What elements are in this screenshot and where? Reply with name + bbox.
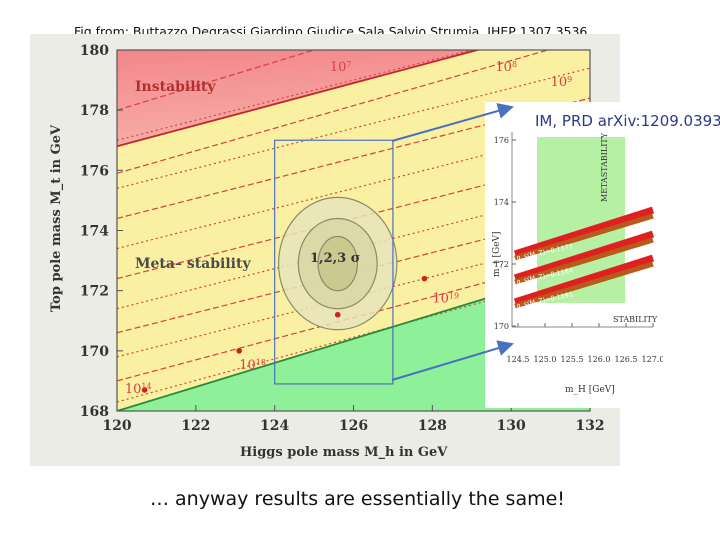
x-tick-label: 130 — [497, 418, 526, 434]
inset-ticks: 124.5 125.0 125.5 126.0 126.5 127.0 176 174 172 1… — [494, 136, 665, 364]
inset-x-tick-label: 127.0 — [642, 355, 663, 364]
scale-line — [117, 50, 551, 174]
inset-y-tick-label: 172 — [494, 260, 509, 269]
region-label-metastability: Meta– stability — [135, 256, 251, 272]
inset-region-metastability: METASTABILITY — [600, 132, 609, 202]
x-tick-label: 126 — [339, 418, 368, 434]
inset-reference-label: IM, PRD arXiv:1209.0393 — [535, 112, 720, 130]
scale-line — [117, 50, 475, 141]
y-tick-label: 178 — [80, 103, 109, 119]
y-tick-label: 174 — [80, 224, 109, 240]
y-tick-label: 168 — [80, 404, 109, 420]
inset-panel: α_s(M_Z)=0.1177 α_s(M_Z)=0.1184 α_s(M_Z)=0… — [485, 102, 665, 408]
x-axis-label: Higgs pole mass M_h in GeV — [240, 445, 448, 460]
sigma-ellipse — [317, 235, 359, 292]
inset-chart: α_s(M_Z)=0.1177α_s(M_Z)=0.1184α_s(M_Z)=0… — [492, 132, 665, 395]
inset-x-tick-label: 125.0 — [534, 355, 557, 364]
inset-bands: α_s(M_Z)=0.1177α_s(M_Z)=0.1184α_s(M_Z)=0… — [513, 206, 655, 310]
scale-point — [421, 275, 428, 282]
inset-region-stability: STABILITY — [613, 315, 658, 324]
inset-band-red — [513, 254, 655, 306]
x-tick-label: 120 — [102, 418, 131, 434]
instability-region — [117, 50, 590, 147]
inset-y-tick-label: 174 — [494, 198, 509, 207]
x-tick-label: 132 — [575, 418, 604, 434]
highlight-points — [141, 275, 428, 393]
inset-x-tick-label: 124.5 — [507, 355, 530, 364]
zoom-box — [274, 139, 394, 385]
x-tick-label: 128 — [418, 418, 447, 434]
scale-label: 107 — [330, 60, 352, 76]
y-axis-label: Top pole mass M_t in GeV — [49, 124, 64, 312]
scale-point — [236, 348, 242, 354]
inset-x-label: m_H [GeV] — [565, 385, 615, 395]
inset-x-tick-label: 126.5 — [615, 355, 638, 364]
scale-point — [141, 387, 148, 393]
x-tick-label: 122 — [181, 418, 210, 434]
inset-y-tick-label: 170 — [494, 322, 509, 331]
inset-band-brown — [514, 261, 654, 309]
sigma-label: 1,2,3 σ — [310, 251, 360, 266]
inset-y-tick-label: 176 — [494, 136, 509, 145]
instability-boundary-line — [117, 50, 481, 148]
inset-x-tick-label: 125.5 — [561, 355, 584, 364]
scale-point — [334, 311, 341, 318]
inset-y-label: m_t [GeV] — [492, 231, 502, 277]
inset-band-brown — [514, 237, 654, 285]
y-tick-label: 172 — [80, 284, 109, 300]
x-tick-label: 124 — [260, 418, 289, 434]
scale-line — [117, 50, 315, 111]
zoom-rectangle — [274, 139, 394, 385]
bottom-remark: … anyway results are essentially the sam… — [150, 488, 565, 510]
inset-band-brown — [514, 213, 654, 261]
y-tick-label: 180 — [80, 43, 109, 59]
inset-band-red — [513, 206, 655, 258]
y-tick-label: 170 — [80, 344, 109, 360]
scale-line — [117, 272, 590, 403]
scale-label: 109 — [551, 75, 573, 91]
inset-x-tick-label: 126.0 — [588, 355, 611, 364]
confidence-ellipses — [278, 196, 398, 331]
scale-line — [117, 67, 590, 189]
scale-label: 108 — [495, 60, 517, 76]
inset-band-red — [513, 230, 655, 282]
y-tick-label: 176 — [80, 163, 109, 179]
region-label-instability: Instability — [135, 79, 216, 95]
